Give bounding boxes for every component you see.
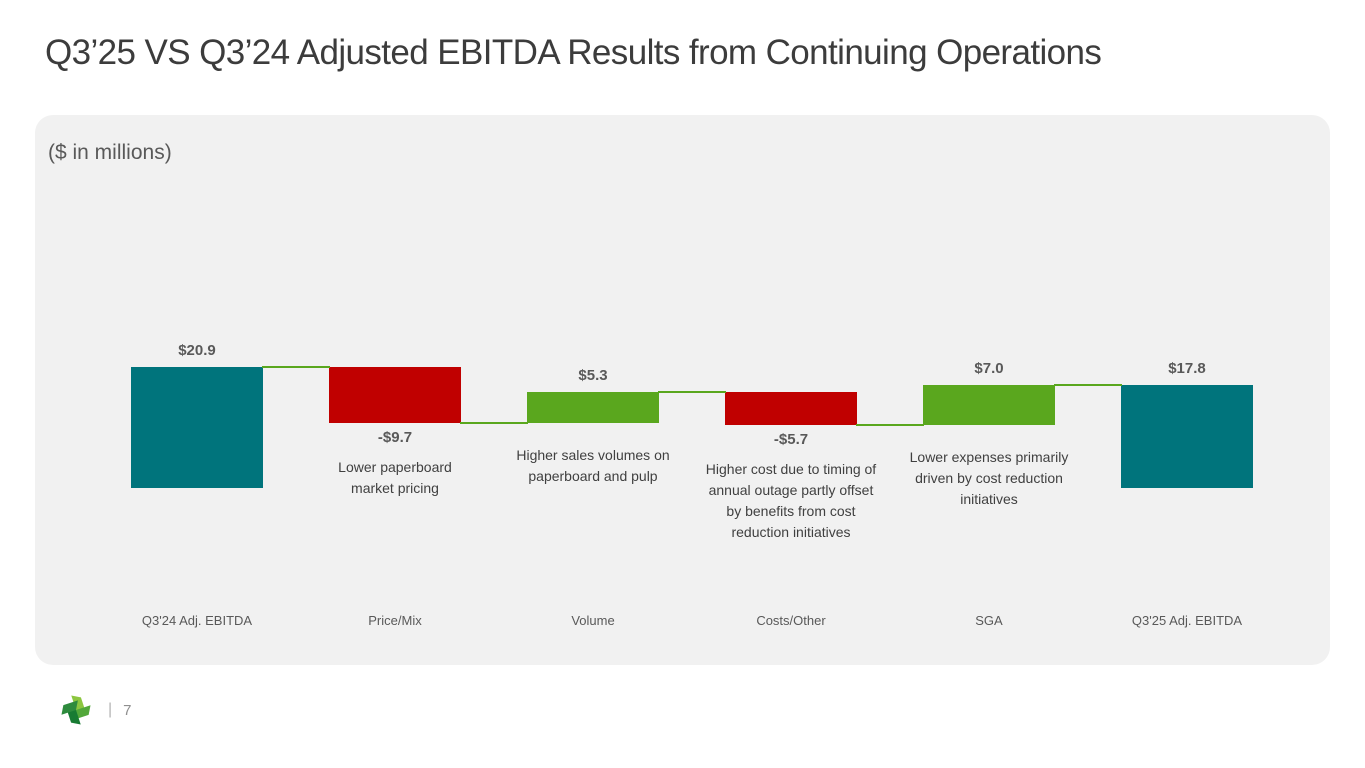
value-label-price-mix: -$9.7: [377, 429, 413, 447]
slide-title: Q3’25 VS Q3’24 Adjusted EBITDA Results f…: [45, 33, 1102, 72]
annotation-sga: Lower expenses primarily driven by cost …: [909, 449, 1069, 508]
connector-line: [262, 365, 330, 368]
bar-q3-24-adj-ebitda: [131, 366, 263, 488]
page-number: 7: [123, 701, 132, 719]
connector-line: [460, 422, 528, 425]
category-label-sga: SGA: [975, 613, 1003, 628]
annotation-costs-other: Higher cost due to timing of annual outa…: [705, 461, 877, 541]
value-label-volume: $5.3: [578, 367, 608, 385]
category-label-q3-25-adj-ebitda: Q3'25 Adj. EBITDA: [1131, 613, 1243, 628]
connector-line: [658, 391, 726, 394]
category-label-costs-other: Costs/Other: [756, 613, 826, 628]
connector-line: [856, 424, 924, 427]
category-label-q3-24-adj-ebitda: Q3'24 Adj. EBITDA: [141, 613, 253, 628]
bar-q3-25-adj-ebitda: [1121, 384, 1253, 488]
value-label-q3-24-adj-ebitda: $20.9: [178, 341, 216, 359]
category-label-volume: Volume: [571, 613, 615, 628]
footer: | 7: [55, 689, 132, 731]
bar-sga: [923, 384, 1055, 426]
value-label-sga: $7.0: [974, 359, 1004, 377]
waterfall-chart: $20.9 Q3'24 Adj. EBITDA -$9.7 Lower paperbo…: [35, 115, 1330, 665]
units-label: ($ in millions): [48, 141, 172, 164]
category-label-price-mix: Price/Mix: [368, 613, 422, 628]
bar-costs-other: [725, 392, 857, 426]
value-label-costs-other: -$5.7: [773, 431, 809, 449]
annotation-volume: Higher sales volumes on paperboard and p…: [516, 447, 670, 485]
company-pinwheel-logo-icon: [61, 695, 91, 725]
chart-panel: ($ in millions) $20.9 Q3'24 Adj. EBITDA -$…: [35, 115, 1330, 665]
page-number-separator: |: [108, 701, 113, 718]
connector-line: [1054, 383, 1122, 386]
value-label-q3-25-adj-ebitda: $17.8: [1168, 359, 1206, 377]
bar-price-mix: [329, 366, 461, 424]
annotation-price-mix: Lower paperboard market pricing: [338, 459, 452, 497]
bar-volume: [527, 392, 659, 424]
